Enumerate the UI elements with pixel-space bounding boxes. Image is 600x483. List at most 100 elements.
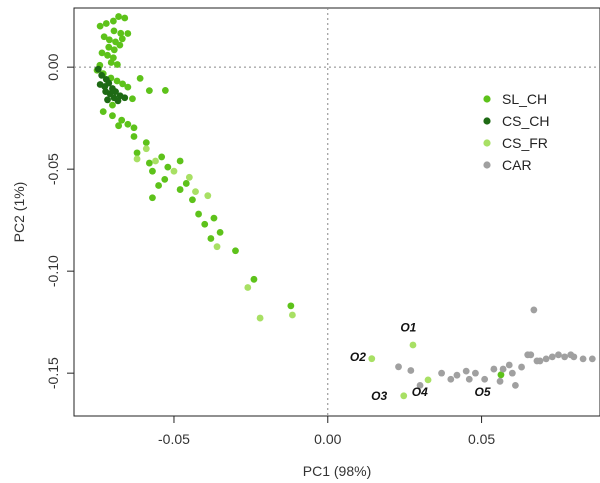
point-car xyxy=(407,367,415,374)
point-sl-ch xyxy=(118,116,126,124)
point-sl-ch xyxy=(104,51,111,59)
plot-frame xyxy=(73,7,600,417)
point-sl-ch xyxy=(105,43,113,51)
point-sl-ch xyxy=(189,196,196,204)
point-sl-ch xyxy=(195,210,202,218)
point-car xyxy=(512,382,519,389)
point-sl-ch xyxy=(113,61,121,68)
point-car xyxy=(438,369,445,377)
point-sl-ch xyxy=(124,30,132,37)
point-sl-ch xyxy=(98,49,106,57)
point-cs-ch xyxy=(98,71,106,79)
point-sl-ch xyxy=(161,175,169,183)
point-sl-ch xyxy=(130,124,138,132)
point-car xyxy=(588,355,596,363)
x-tick-label: 0.05 xyxy=(468,431,495,447)
annotation-o3: O3 xyxy=(371,389,387,403)
x-tick-label: -0.05 xyxy=(158,431,190,447)
point-sl-ch xyxy=(149,194,156,202)
point-sl-ch xyxy=(109,101,116,109)
point-sl-ch xyxy=(149,167,156,175)
point-car xyxy=(561,353,569,361)
point-sl-ch xyxy=(250,275,258,283)
point-sl-ch xyxy=(287,302,295,310)
point-car xyxy=(548,353,556,361)
point-sl-ch xyxy=(124,120,132,128)
point-cs-ch xyxy=(104,96,111,104)
point-sl-ch xyxy=(210,214,218,222)
point-sl-ch xyxy=(129,95,136,103)
point-sl-ch xyxy=(497,371,505,379)
y-tick-label: -0.10 xyxy=(45,255,61,287)
annotation-o4: O4 xyxy=(412,385,428,399)
point-sl-ch xyxy=(110,27,118,35)
point-car xyxy=(481,375,489,383)
point-sl-ch xyxy=(115,122,123,130)
point-car xyxy=(447,375,455,383)
point-cs-ch xyxy=(114,97,122,105)
x-tick-label: 0.00 xyxy=(314,431,341,447)
point-car xyxy=(496,377,504,385)
point-sl-ch xyxy=(105,36,113,44)
point-sl-ch xyxy=(176,186,184,193)
point-car xyxy=(518,363,525,371)
point-cs-fr xyxy=(170,167,178,175)
legend-swatch xyxy=(483,117,491,125)
point-sl-ch xyxy=(119,80,127,88)
point-sl-ch xyxy=(176,157,184,165)
point-car xyxy=(542,355,550,363)
point-car xyxy=(579,355,587,363)
point-cs-ch xyxy=(121,94,129,102)
point-cs-ch xyxy=(94,65,102,73)
point-sl-ch xyxy=(161,87,169,94)
point-sl-ch xyxy=(109,17,117,25)
legend-swatch xyxy=(483,139,491,147)
point-sl-ch xyxy=(158,153,166,161)
point-annotations: O1 O2 O3 O4 O5 xyxy=(350,320,491,403)
point-sl-ch xyxy=(155,182,162,189)
legend-label: CS_CH xyxy=(502,113,549,129)
point-cs-fr xyxy=(192,188,199,196)
y-axis-label: PC2 (1%) xyxy=(11,182,27,243)
point-cs-fr xyxy=(256,314,264,322)
legend-label: CAR xyxy=(502,157,532,173)
x-axis: -0.05 0.00 0.05 xyxy=(158,416,495,447)
point-sl-ch xyxy=(207,235,215,242)
point-sl-ch xyxy=(136,74,144,82)
point-sl-ch xyxy=(107,59,115,66)
point-car xyxy=(453,371,461,379)
point-car xyxy=(472,369,479,377)
point-sl-ch xyxy=(145,159,153,167)
point-sl-ch xyxy=(100,33,108,41)
point-cs-ch xyxy=(112,88,119,96)
y-tick-label: 0.00 xyxy=(45,53,61,80)
point-cs-fr xyxy=(204,192,212,200)
legend-swatch xyxy=(483,161,491,169)
point-car xyxy=(505,361,513,369)
point-sl-ch xyxy=(164,163,172,171)
point-cs-fr xyxy=(142,145,150,153)
point-sl-ch xyxy=(232,247,239,255)
point-sl-ch xyxy=(102,20,110,27)
point-sl-ch xyxy=(182,180,190,187)
legend-label: CS_FR xyxy=(502,135,548,151)
point-cs-fr xyxy=(424,376,432,384)
y-tick-label: -0.05 xyxy=(45,153,61,185)
point-car xyxy=(499,365,507,373)
point-sl-ch xyxy=(130,133,138,140)
x-axis-label: PC1 (98%) xyxy=(303,463,371,479)
point-car xyxy=(530,306,538,314)
point-sl-ch xyxy=(115,13,123,20)
annotation-o5: O5 xyxy=(474,385,490,399)
point-cs-fr xyxy=(400,392,408,400)
point-car xyxy=(527,351,535,359)
legend-swatch xyxy=(483,95,491,103)
point-cs-fr xyxy=(152,157,159,165)
point-sl-ch xyxy=(121,14,129,22)
point-car xyxy=(508,369,516,377)
point-cs-fr xyxy=(244,284,252,291)
point-car xyxy=(416,382,424,389)
point-cs-fr xyxy=(133,155,141,163)
point-sl-ch xyxy=(109,112,116,120)
point-sl-ch xyxy=(142,139,150,147)
